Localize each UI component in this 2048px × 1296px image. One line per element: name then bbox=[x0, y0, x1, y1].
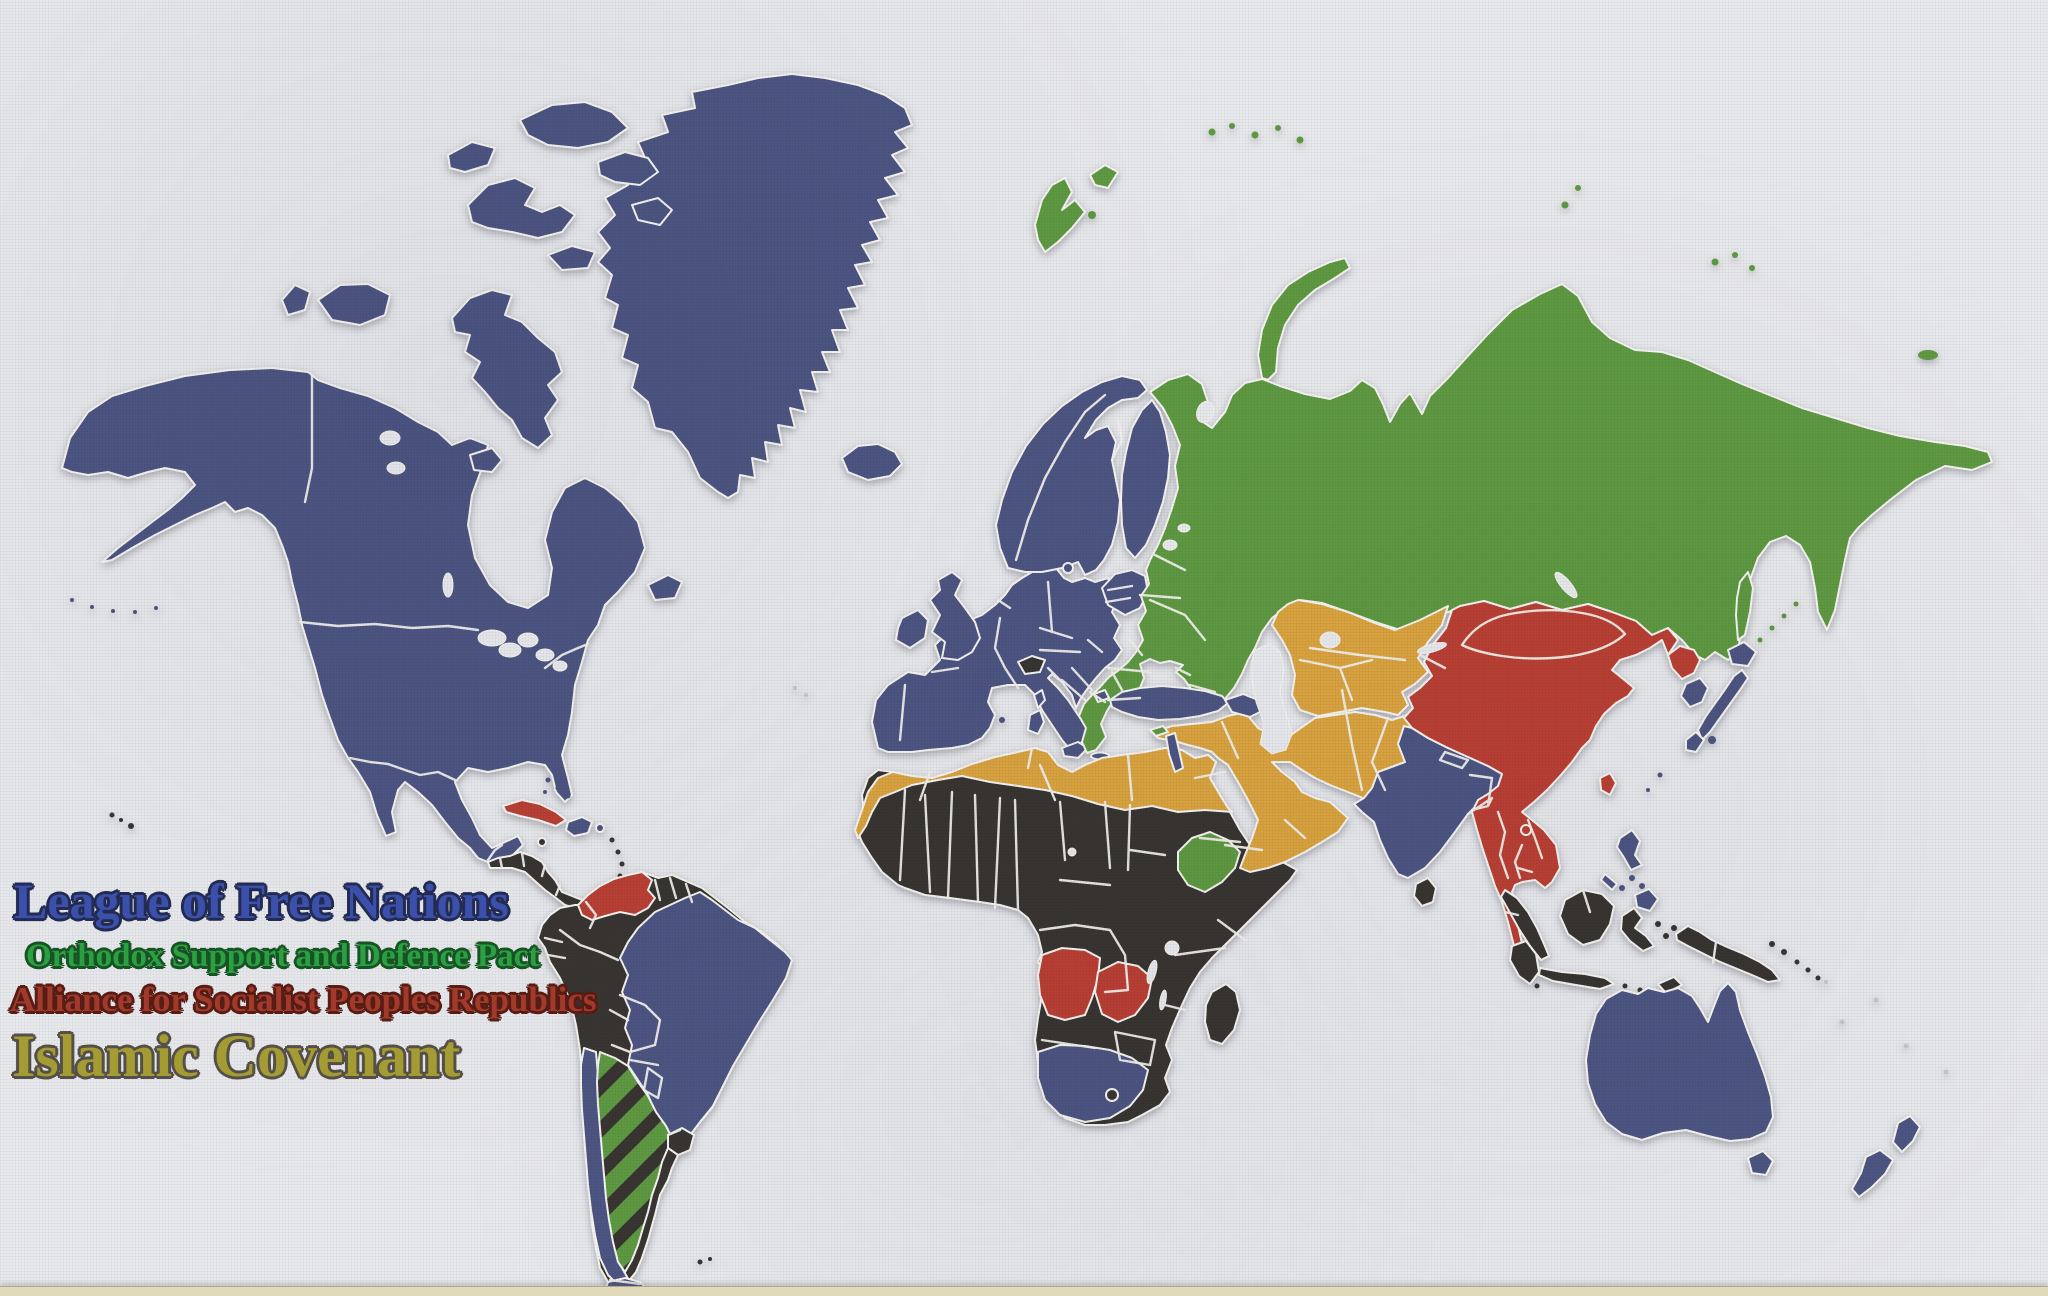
region-canadian-arctic-islands bbox=[281, 101, 683, 601]
region-scandinavia bbox=[995, 375, 1148, 576]
legend-item-orthodox: Orthodox Support and Defence Pact bbox=[26, 938, 540, 974]
region-indonesia-malaysia bbox=[1500, 889, 1683, 995]
region-ethiopia bbox=[1177, 831, 1241, 893]
caspian-sea bbox=[1250, 643, 1293, 755]
map-bottom-edge bbox=[0, 1286, 2048, 1296]
region-hispaniola bbox=[565, 816, 593, 837]
region-western-europe bbox=[871, 543, 1123, 753]
region-taiwan bbox=[1599, 772, 1617, 796]
region-middle-east-islamic bbox=[1151, 711, 1426, 873]
region-finland bbox=[1120, 399, 1171, 559]
region-tasmania bbox=[1747, 1150, 1774, 1176]
region-great-britain bbox=[929, 571, 981, 661]
region-turkey bbox=[1109, 685, 1229, 721]
region-sri-lanka bbox=[1413, 877, 1437, 907]
legend-item-socialist: Alliance for Socialist Peoples Republics bbox=[10, 980, 597, 1019]
legend-item-league: League of Free Nations bbox=[14, 873, 509, 929]
country-borders bbox=[298, 373, 1718, 1286]
region-greenland bbox=[597, 73, 913, 499]
region-australia bbox=[1585, 982, 1774, 1142]
region-north-america bbox=[61, 367, 646, 863]
region-ireland bbox=[895, 609, 929, 649]
lakes bbox=[379, 400, 1578, 1011]
region-south-korea bbox=[1680, 677, 1709, 708]
region-north-korea bbox=[1667, 645, 1701, 680]
region-socialist-asia bbox=[1403, 600, 1679, 983]
region-switzerland bbox=[1017, 655, 1046, 675]
region-sakhalin-kurils bbox=[1735, 571, 1799, 643]
region-cyprus bbox=[1149, 725, 1169, 737]
region-central-asia-islamic bbox=[1271, 599, 1449, 717]
region-arctic-islands-green bbox=[1034, 123, 1938, 381]
region-angola bbox=[1037, 947, 1101, 1021]
region-denmark-isles bbox=[1062, 562, 1074, 574]
region-madagascar bbox=[1204, 983, 1241, 1045]
region-venezuela bbox=[577, 871, 656, 921]
region-cuba bbox=[502, 799, 567, 827]
region-philippines bbox=[1600, 829, 1659, 912]
pacific-island-specks bbox=[70, 598, 1949, 1265]
region-zambia bbox=[1094, 961, 1153, 1023]
region-turkey-thrace bbox=[1093, 689, 1110, 703]
region-uruguay bbox=[667, 1127, 695, 1156]
region-north-africa-islamic bbox=[854, 747, 1233, 839]
region-new-guinea-melanesia bbox=[1675, 925, 1821, 983]
region-lesotho bbox=[1105, 1088, 1119, 1102]
region-japan bbox=[1646, 641, 1757, 792]
legend-item-islamic: Islamic Covenant bbox=[12, 1023, 461, 1089]
region-brazil bbox=[619, 891, 793, 1149]
region-argentina-striped bbox=[596, 1051, 673, 1273]
region-new-zealand bbox=[1851, 1115, 1921, 1198]
aral-sea bbox=[1319, 631, 1341, 649]
region-mediterranean-islands bbox=[999, 689, 1110, 761]
region-iceland bbox=[841, 443, 903, 481]
region-levant bbox=[1165, 732, 1184, 773]
